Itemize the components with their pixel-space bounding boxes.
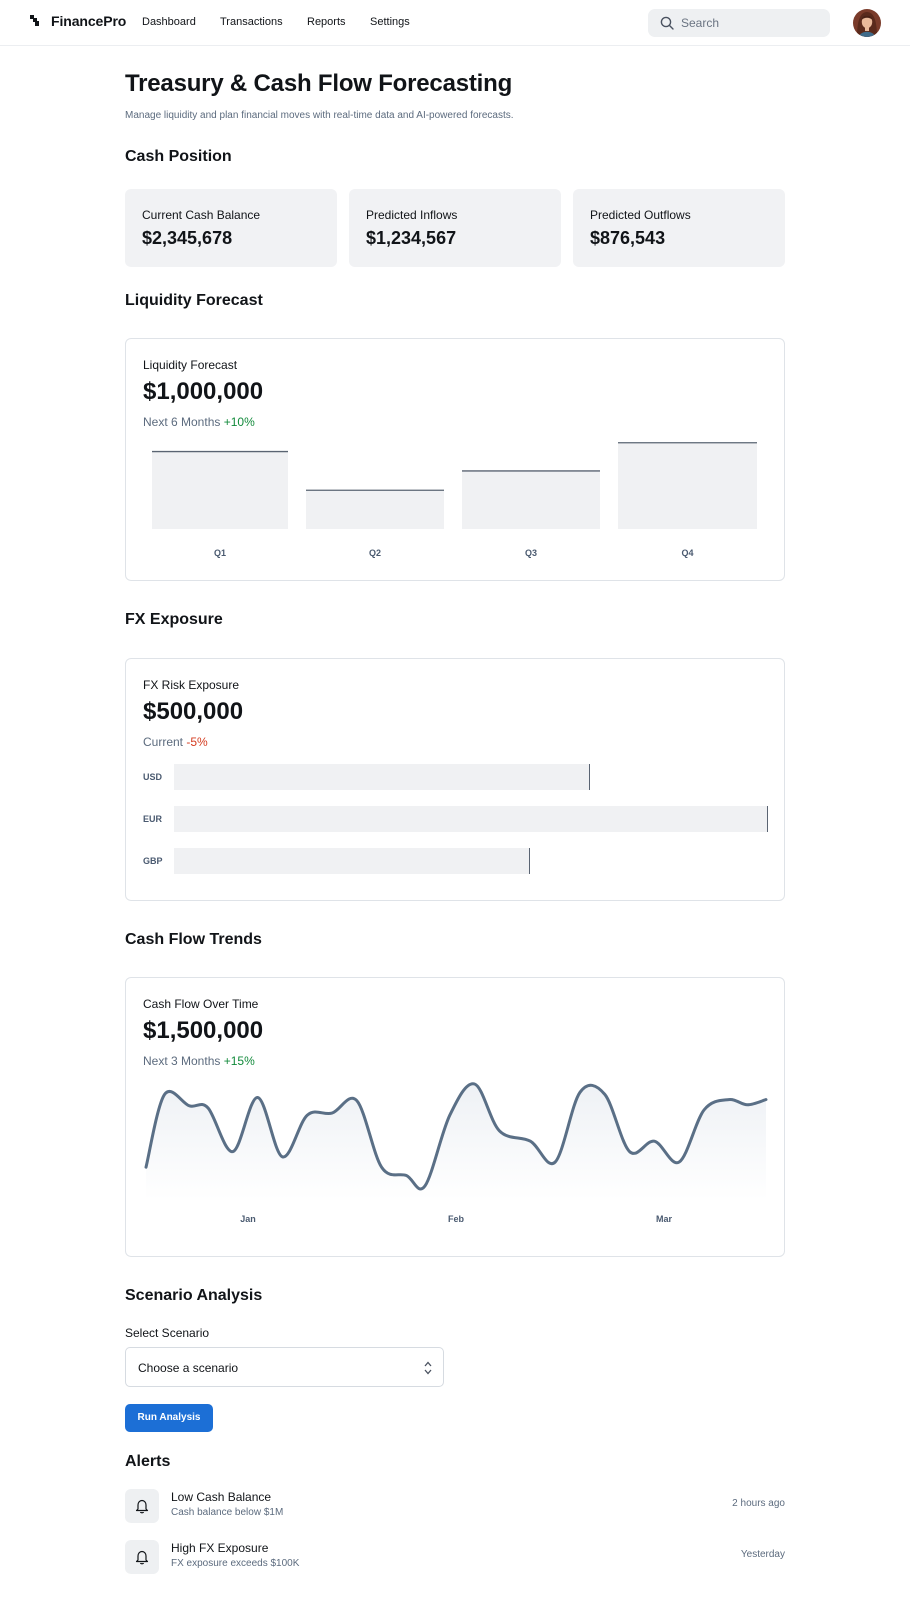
chevron-up-down-icon <box>424 1361 432 1375</box>
top-navigation-bar: FinancePro Dashboard Transactions Report… <box>0 0 910 46</box>
cashflow-period-label: Next 3 Months <box>143 1054 221 1068</box>
fx-period: Current -5% <box>143 735 208 749</box>
liquidity-bar-q2 <box>306 490 444 529</box>
brand-name[interactable]: FinancePro <box>51 13 127 29</box>
cashflow-period: Next 3 Months +15% <box>143 1054 255 1068</box>
liquidity-bar-q3 <box>462 470 600 529</box>
liquidity-tick-label: Q3 <box>525 548 537 558</box>
alerts-heading: Alerts <box>125 1453 171 1470</box>
fx-currency-label: EUR <box>143 814 163 824</box>
bell-icon <box>135 1499 149 1514</box>
fx-value: $500,000 <box>143 698 244 725</box>
liquidity-forecast-panel: Liquidity Forecast $1,000,000 Next 6 Mon… <box>125 338 785 581</box>
alert-item[interactable]: High FX Exposure FX exposure exceeds $10… <box>125 1538 785 1578</box>
cash-flow-tick-label: Mar <box>656 1214 673 1224</box>
cash-flow-tick-label: Feb <box>448 1214 465 1224</box>
bell-icon <box>135 1550 149 1565</box>
alert-time: Yesterday <box>740 1549 785 1560</box>
alert-title: Low Cash Balance <box>171 1490 272 1504</box>
stat-card-outflows: Predicted Outflows $876,543 <box>573 189 785 267</box>
cash-flow-line-chart: Jan Feb Mar <box>144 1082 768 1224</box>
stat-card-inflows: Predicted Inflows $1,234,567 <box>349 189 561 267</box>
scenario-select-value: Choose a scenario <box>138 1361 239 1375</box>
cash-flow-series-line <box>144 1082 768 1191</box>
search-box[interactable] <box>648 9 830 37</box>
nav-transactions[interactable]: Transactions <box>220 16 283 28</box>
alert-time: 2 hours ago <box>732 1498 785 1509</box>
bell-icon-box <box>125 1540 159 1574</box>
fx-bar-gbp <box>174 848 531 874</box>
page-subtitle: Manage liquidity and plan financial move… <box>125 110 514 121</box>
stat-value: $876,543 <box>590 228 666 248</box>
fx-label: FX Risk Exposure <box>143 678 240 692</box>
liquidity-bar-q1 <box>152 451 288 529</box>
fx-currency-label: USD <box>143 772 163 782</box>
stat-label: Predicted Inflows <box>366 208 458 222</box>
fx-exposure-panel: FX Risk Exposure $500,000 Current -5% US… <box>125 658 785 901</box>
liquidity-value: $1,000,000 <box>143 378 264 405</box>
fx-change: -5% <box>186 735 208 749</box>
liquidity-tick-label: Q2 <box>369 548 381 558</box>
cashflow-change: +15% <box>223 1054 255 1068</box>
alert-description: Cash balance below $1M <box>171 1507 284 1518</box>
fx-bar-track-usd <box>174 764 768 790</box>
nav-reports[interactable]: Reports <box>307 16 346 28</box>
nav-dashboard[interactable]: Dashboard <box>142 16 196 28</box>
fx-bar-eur <box>174 806 768 832</box>
cashflow-value: $1,500,000 <box>143 1017 264 1044</box>
user-avatar[interactable] <box>853 9 881 37</box>
fx-exposure-heading: FX Exposure <box>125 611 223 628</box>
liquidity-forecast-heading: Liquidity Forecast <box>125 292 263 309</box>
liquidity-tick-label: Q1 <box>214 548 226 558</box>
stat-value: $1,234,567 <box>366 228 457 248</box>
cash-flow-tick-label: Jan <box>240 1214 256 1224</box>
scenario-select[interactable]: Choose a scenario <box>125 1347 444 1387</box>
alert-title: High FX Exposure <box>171 1541 269 1555</box>
cash-flow-area <box>146 1083 766 1200</box>
liquidity-change: +10% <box>223 415 255 429</box>
liquidity-bar-q4 <box>618 442 757 529</box>
alert-description: FX exposure exceeds $100K <box>171 1558 300 1569</box>
search-icon <box>660 16 674 30</box>
stat-label: Predicted Outflows <box>590 208 691 222</box>
stat-card-cash-balance: Current Cash Balance $2,345,678 <box>125 189 337 267</box>
bell-icon-box <box>125 1489 159 1523</box>
search-input[interactable] <box>681 14 821 32</box>
cash-flow-trends-heading: Cash Flow Trends <box>125 931 262 948</box>
fx-bar-track-gbp <box>174 848 768 874</box>
select-scenario-label: Select Scenario <box>125 1326 210 1340</box>
liquidity-period-label: Next 6 Months <box>143 415 221 429</box>
liquidity-bar-chart: Q1 Q2 Q3 Q4 <box>152 442 757 558</box>
cash-flow-panel: Cash Flow Over Time $1,500,000 Next 3 Mo… <box>125 977 785 1257</box>
alert-item[interactable]: Low Cash Balance Cash balance below $1M … <box>125 1487 785 1527</box>
cashflow-label: Cash Flow Over Time <box>143 997 259 1011</box>
scenario-analysis-heading: Scenario Analysis <box>125 1287 263 1304</box>
liquidity-tick-label: Q4 <box>681 548 693 558</box>
stat-value: $2,345,678 <box>142 228 233 248</box>
nav-settings[interactable]: Settings <box>370 16 410 28</box>
fx-bar-usd <box>174 764 590 790</box>
liquidity-period: Next 6 Months +10% <box>143 415 255 429</box>
liquidity-label: Liquidity Forecast <box>143 358 238 372</box>
page-title: Treasury & Cash Flow Forecasting <box>125 70 513 97</box>
fx-bar-track-eur <box>174 806 768 832</box>
stat-label: Current Cash Balance <box>142 208 261 222</box>
run-analysis-button[interactable]: Run Analysis <box>125 1404 213 1432</box>
cash-position-heading: Cash Position <box>125 148 232 165</box>
logo-icon <box>30 15 39 26</box>
fx-period-label: Current <box>143 735 184 749</box>
fx-currency-label: GBP <box>143 856 163 866</box>
